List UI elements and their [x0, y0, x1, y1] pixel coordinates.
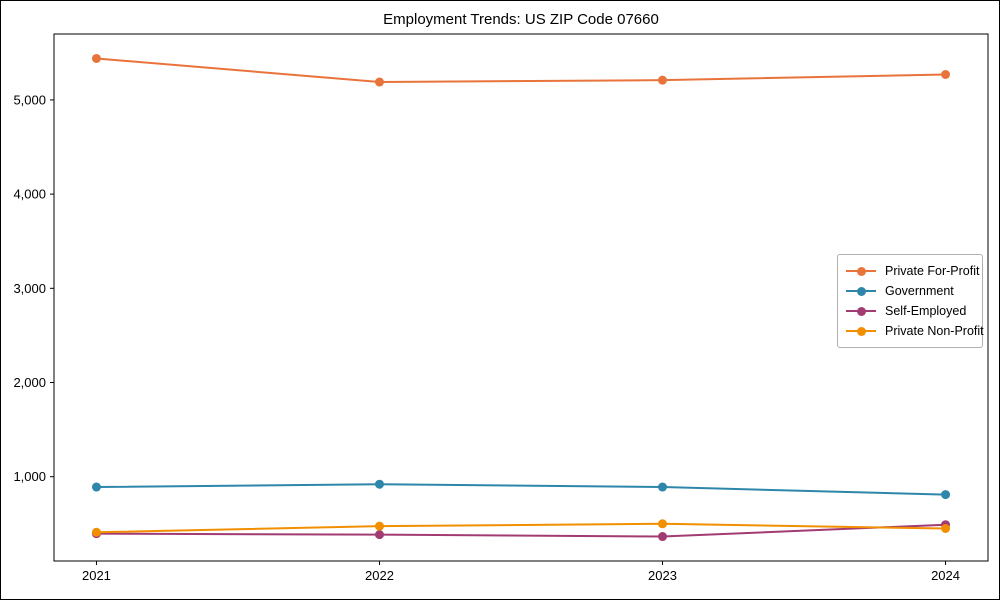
data-point-marker — [374, 530, 384, 540]
y-tick-label: 1,000 — [13, 469, 46, 484]
data-point-marker — [374, 479, 384, 489]
chart-title: Employment Trends: US ZIP Code 07660 — [383, 11, 659, 28]
data-point-marker — [658, 532, 668, 542]
data-point-marker — [658, 482, 668, 492]
legend-label: Private For-Profit — [885, 264, 980, 278]
legend-item-self-employed: Self-Employed — [846, 301, 976, 321]
data-point-marker — [91, 53, 101, 63]
data-point-marker — [658, 75, 668, 85]
y-tick-label: 5,000 — [13, 92, 46, 107]
data-point-marker — [374, 77, 384, 87]
series-line — [95, 522, 947, 534]
line-marker-swatch-icon — [846, 264, 876, 278]
data-point-marker — [91, 527, 101, 537]
line-marker-swatch-icon — [846, 304, 876, 318]
x-tick-label: 2023 — [648, 568, 677, 583]
x-tick-label: 2024 — [931, 568, 960, 583]
legend: Private For-Profit Government Self-Emplo… — [837, 254, 984, 348]
data-point-marker — [91, 482, 101, 492]
line-marker-swatch-icon — [846, 284, 876, 298]
legend-label: Private Non-Profit — [885, 324, 984, 338]
legend-item-government: Government — [846, 281, 976, 301]
series-line — [95, 523, 947, 538]
series-line — [95, 57, 947, 84]
line-marker-swatch-icon — [846, 324, 876, 338]
y-tick-label: 4,000 — [13, 187, 46, 202]
x-tick-label: 2021 — [82, 568, 111, 583]
x-tick-label: 2022 — [365, 568, 394, 583]
data-point-marker — [658, 519, 668, 529]
data-point-marker — [941, 70, 951, 80]
y-tick-label: 2,000 — [13, 375, 46, 390]
y-tick-label: 3,000 — [13, 281, 46, 296]
data-point-marker — [941, 524, 951, 534]
legend-label: Self-Employed — [885, 304, 967, 318]
legend-item-private-non-profit: Private Non-Profit — [846, 321, 984, 341]
legend-item-private-for-profit: Private For-Profit — [846, 261, 980, 281]
series-line — [95, 483, 947, 496]
plot-box — [53, 33, 989, 562]
data-point-marker — [941, 490, 951, 500]
data-point-marker — [374, 521, 384, 531]
legend-label: Government — [885, 284, 954, 298]
